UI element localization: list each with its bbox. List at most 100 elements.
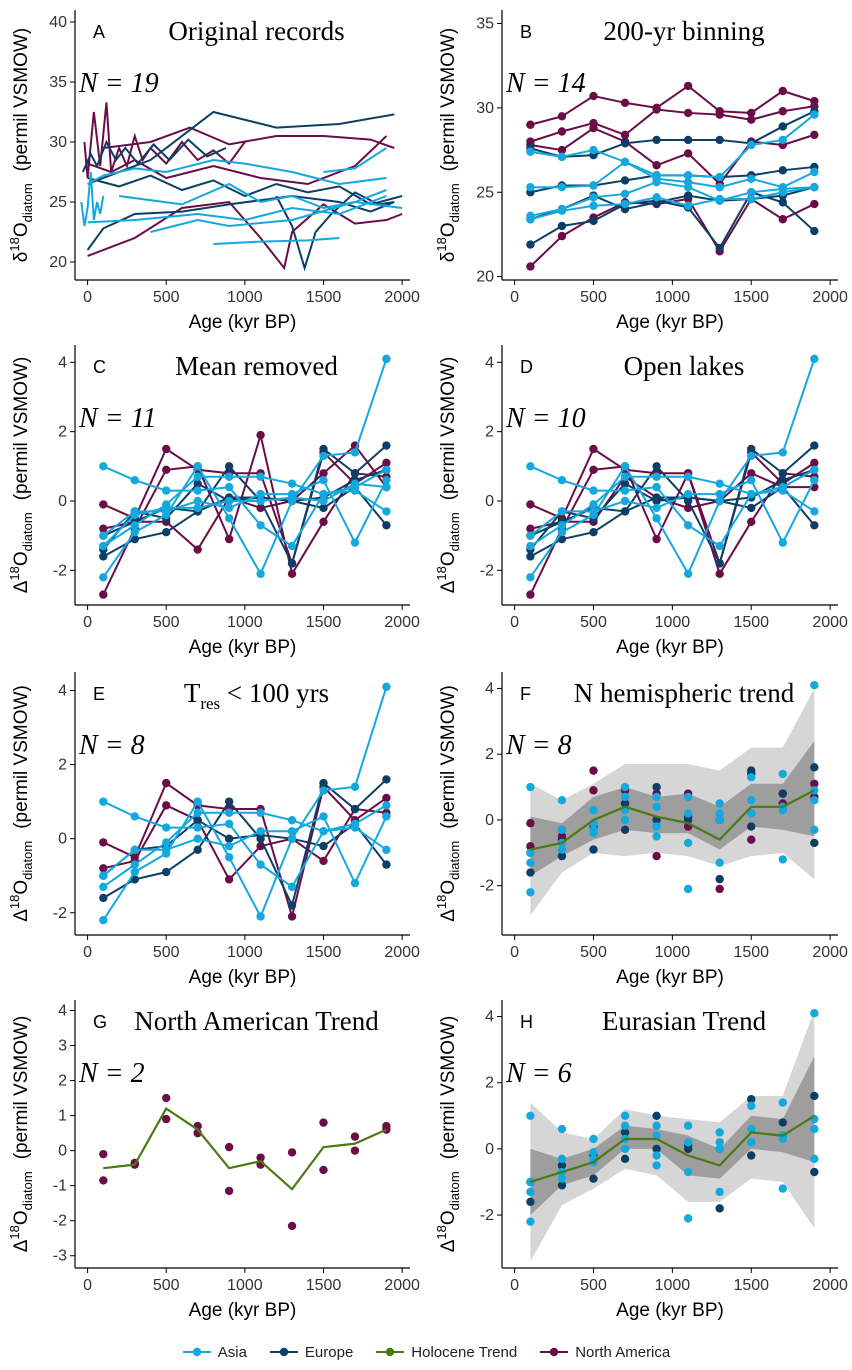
data-point bbox=[778, 215, 787, 224]
y-label-symbol: Δ bbox=[438, 1239, 459, 1252]
title-subscript: res bbox=[200, 694, 220, 713]
x-tick-label: 0 bbox=[83, 1277, 92, 1294]
data-point bbox=[715, 496, 724, 506]
data-point bbox=[287, 479, 297, 488]
series-line bbox=[81, 138, 227, 173]
data-point bbox=[652, 534, 661, 544]
data-point bbox=[620, 507, 630, 516]
y-tick-label: 2 bbox=[485, 1075, 494, 1092]
x-axis-label: Age (kyr BP) bbox=[189, 967, 297, 988]
data-point bbox=[715, 1128, 724, 1137]
data-point bbox=[810, 796, 819, 805]
data-point bbox=[778, 1134, 787, 1144]
data-point bbox=[652, 514, 661, 523]
y-label-units: (permil VSMOW) bbox=[11, 685, 32, 829]
data-point bbox=[526, 868, 535, 877]
data-point bbox=[526, 858, 535, 867]
data-point bbox=[778, 198, 787, 207]
series-line bbox=[102, 447, 387, 567]
data-point bbox=[382, 793, 391, 803]
data-point bbox=[810, 354, 819, 364]
data-point bbox=[526, 552, 535, 561]
data-point bbox=[382, 845, 391, 855]
data-point bbox=[715, 809, 724, 818]
data-point bbox=[557, 1154, 567, 1164]
data-point bbox=[620, 98, 630, 108]
legend-key-dot bbox=[550, 1347, 559, 1357]
data-point bbox=[382, 458, 391, 468]
data-point bbox=[130, 534, 139, 544]
data-point bbox=[810, 465, 819, 474]
data-point bbox=[287, 1221, 297, 1231]
data-point bbox=[162, 838, 171, 847]
data-point bbox=[652, 193, 661, 202]
data-point bbox=[715, 135, 724, 145]
data-point bbox=[778, 122, 787, 131]
data-point bbox=[526, 1197, 535, 1207]
series-line bbox=[530, 160, 815, 189]
data-point bbox=[319, 778, 328, 788]
data-point bbox=[224, 853, 234, 862]
y-label-symbol: Δ bbox=[438, 580, 459, 593]
y-label-units: (permil VSMOW) bbox=[11, 1016, 32, 1160]
sample-count-label: N = 8 bbox=[78, 730, 145, 761]
band-inner-band bbox=[530, 741, 815, 876]
y-label-units: (permil VSMOW) bbox=[438, 1016, 459, 1160]
data-point bbox=[747, 469, 756, 478]
data-point bbox=[589, 444, 598, 454]
x-tick-label: 2000 bbox=[384, 1277, 420, 1294]
data-point bbox=[193, 486, 202, 495]
panel-title: Original records bbox=[168, 16, 344, 46]
x-tick-label: 1500 bbox=[306, 1277, 342, 1294]
data-point bbox=[747, 451, 756, 461]
data-point bbox=[683, 108, 693, 118]
y-label-units: (permil VSMOW) bbox=[11, 357, 32, 501]
x-tick-label: 1500 bbox=[306, 944, 342, 961]
series-line bbox=[102, 444, 388, 567]
data-point bbox=[193, 808, 202, 817]
legend-label: Europe bbox=[304, 1343, 354, 1361]
x-axis-label: Age (kyr BP) bbox=[189, 1300, 297, 1321]
data-point bbox=[778, 135, 787, 145]
data-point bbox=[319, 856, 328, 866]
data-point bbox=[778, 86, 787, 96]
data-point bbox=[810, 441, 819, 450]
data-point bbox=[715, 559, 724, 568]
data-point bbox=[810, 838, 819, 848]
data-point bbox=[589, 123, 598, 133]
series-line bbox=[102, 818, 388, 877]
data-point bbox=[652, 832, 661, 841]
y-label-superscript: 18 bbox=[7, 566, 22, 580]
y-tick-label: -2 bbox=[480, 562, 494, 579]
series-line bbox=[275, 191, 395, 272]
y-tick-label: 4 bbox=[58, 354, 67, 371]
data-point bbox=[382, 860, 391, 869]
y-label-symbol: Δ bbox=[11, 1239, 32, 1252]
data-point bbox=[589, 1134, 598, 1144]
y-tick-label: -2 bbox=[53, 905, 67, 922]
y-tick-label: 0 bbox=[485, 493, 494, 510]
x-tick-label: 0 bbox=[510, 944, 519, 961]
x-tick-label: 0 bbox=[83, 289, 92, 306]
data-point bbox=[747, 108, 756, 118]
data-point bbox=[747, 476, 756, 485]
series-line bbox=[529, 444, 815, 567]
data-point bbox=[683, 569, 693, 578]
data-point bbox=[557, 231, 567, 241]
holocene-trend-line bbox=[103, 1107, 387, 1191]
data-point bbox=[162, 778, 171, 788]
y-tick-label: -2 bbox=[480, 878, 494, 895]
y-label-superscript: 18 bbox=[7, 895, 22, 909]
data-point bbox=[224, 514, 234, 523]
data-point bbox=[747, 766, 756, 775]
data-point bbox=[810, 1124, 819, 1134]
panel-letter: D bbox=[520, 357, 533, 377]
legend-key-icon bbox=[269, 1347, 298, 1357]
data-point bbox=[162, 1114, 171, 1124]
panel-g: 0 500 1000 1500 2000 -3 -2 -1 0 1 2 3 4 Age (kyr BP) Δ… bbox=[7, 1000, 420, 1321]
series-line bbox=[87, 158, 387, 186]
data-point bbox=[350, 448, 360, 457]
data-point bbox=[747, 1095, 756, 1104]
data-point bbox=[778, 1184, 787, 1193]
data-point bbox=[350, 1132, 360, 1141]
